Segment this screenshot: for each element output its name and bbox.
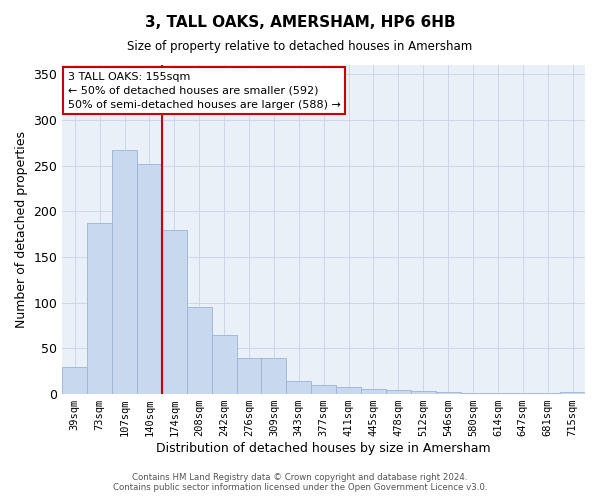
Bar xyxy=(336,387,361,394)
Bar xyxy=(436,392,461,394)
Bar xyxy=(411,392,436,394)
Y-axis label: Number of detached properties: Number of detached properties xyxy=(15,131,28,328)
Bar xyxy=(212,334,236,394)
Text: Contains HM Land Registry data © Crown copyright and database right 2024.
Contai: Contains HM Land Registry data © Crown c… xyxy=(113,473,487,492)
Bar xyxy=(461,393,485,394)
Bar xyxy=(535,393,560,394)
Text: 3 TALL OAKS: 155sqm
← 50% of detached houses are smaller (592)
50% of semi-detac: 3 TALL OAKS: 155sqm ← 50% of detached ho… xyxy=(68,72,340,110)
Bar xyxy=(311,385,336,394)
Bar xyxy=(162,230,187,394)
Bar xyxy=(187,307,212,394)
Bar xyxy=(262,358,286,394)
Text: 3, TALL OAKS, AMERSHAM, HP6 6HB: 3, TALL OAKS, AMERSHAM, HP6 6HB xyxy=(145,15,455,30)
Bar xyxy=(137,164,162,394)
Bar xyxy=(511,393,535,394)
Bar xyxy=(112,150,137,394)
Bar xyxy=(87,223,112,394)
Bar xyxy=(62,366,87,394)
Bar xyxy=(286,382,311,394)
Bar xyxy=(560,392,585,394)
Bar xyxy=(361,388,386,394)
X-axis label: Distribution of detached houses by size in Amersham: Distribution of detached houses by size … xyxy=(157,442,491,455)
Text: Size of property relative to detached houses in Amersham: Size of property relative to detached ho… xyxy=(127,40,473,53)
Bar xyxy=(236,358,262,394)
Bar xyxy=(485,393,511,394)
Bar xyxy=(386,390,411,394)
